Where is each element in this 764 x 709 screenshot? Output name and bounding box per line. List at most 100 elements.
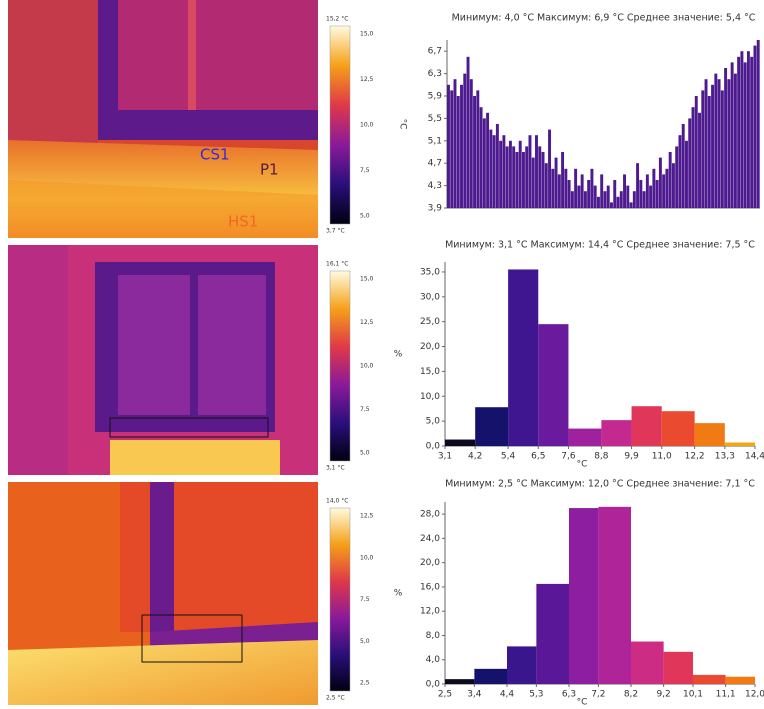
- y-tick-label: 25,0: [420, 317, 440, 327]
- y-tick-label: 3,9: [428, 204, 443, 214]
- bar: [675, 146, 679, 208]
- bar: [561, 152, 565, 208]
- scale-max: 14,0 °C: [326, 498, 348, 505]
- bar: [740, 51, 744, 209]
- color-scale: [329, 25, 351, 225]
- bar: [528, 135, 532, 208]
- x-tick-label: 12,0: [745, 690, 764, 700]
- bar: [525, 146, 529, 208]
- x-tick-label: 2,5: [438, 690, 452, 700]
- bar: [456, 96, 460, 208]
- bar: [447, 84, 450, 208]
- bar: [649, 185, 653, 208]
- bar: [714, 73, 718, 208]
- y-tick-label: 0,0: [426, 680, 441, 690]
- y-tick-label: 35,0: [420, 267, 440, 277]
- x-tick-label: 8,8: [594, 452, 609, 462]
- bar: [613, 180, 617, 208]
- scale-min: 2,5 °C: [326, 695, 345, 702]
- y-axis-label: %: [394, 350, 403, 360]
- bar: [733, 73, 737, 208]
- bar: [593, 185, 597, 208]
- histogram-bar: [694, 423, 725, 446]
- bar: [583, 191, 587, 208]
- bar: [665, 168, 669, 208]
- bar: [479, 107, 483, 208]
- bar: [570, 191, 574, 208]
- bar: [750, 56, 754, 208]
- y-tick-label: 5,1: [428, 136, 442, 146]
- y-tick-label: 6,3: [428, 69, 442, 79]
- y-tick-label: 15,0: [420, 367, 440, 377]
- x-axis-label: °C: [577, 460, 588, 470]
- bar: [645, 174, 649, 208]
- bar: [541, 152, 545, 208]
- bar: [548, 129, 552, 208]
- bar: [652, 168, 656, 208]
- histogram-bar: [693, 674, 726, 684]
- bar: [505, 146, 509, 208]
- histogram-bar: [601, 420, 632, 446]
- bar: [655, 180, 659, 208]
- y-tick-label: 4,7: [428, 159, 442, 169]
- color-scale: [329, 507, 351, 692]
- scale-tick-label: 10,0: [360, 554, 374, 561]
- x-tick-label: 11,0: [652, 452, 672, 462]
- bar: [482, 118, 486, 208]
- bar: [606, 185, 610, 208]
- bar: [711, 84, 715, 208]
- bar: [717, 79, 721, 208]
- bar: [489, 129, 493, 208]
- y-tick-label: 5,5: [428, 114, 442, 124]
- x-tick-label: 14,4: [745, 452, 764, 462]
- bar: [632, 191, 636, 208]
- marker-label: P1: [260, 161, 279, 179]
- bar: [551, 168, 555, 208]
- thermal-image: [8, 0, 318, 238]
- scale-tick-label: 2,5: [360, 680, 370, 687]
- scale-tick-label: 5,0: [360, 450, 370, 457]
- bar: [619, 191, 623, 208]
- bar: [574, 168, 578, 208]
- bar: [518, 140, 522, 208]
- histogram-bar: [663, 651, 693, 684]
- histogram-bar: [569, 508, 599, 684]
- bar: [460, 84, 463, 208]
- histogram-bar: [475, 407, 509, 446]
- y-tick-label: 20,0: [420, 558, 440, 568]
- bar: [704, 79, 708, 208]
- y-tick-label: 0,0: [426, 442, 441, 452]
- scale-tick-label: 10,0: [360, 363, 374, 370]
- bar: [668, 152, 672, 208]
- scale-min: 3,7 °C: [326, 228, 345, 235]
- scale-min: 3,1 °C: [326, 465, 345, 472]
- bar: [746, 51, 750, 209]
- bar: [580, 174, 584, 208]
- x-axis-label: °C: [577, 698, 588, 708]
- bar: [502, 135, 506, 208]
- bar: [685, 140, 688, 208]
- bar: [577, 185, 581, 208]
- bar: [753, 45, 757, 208]
- bar: [508, 140, 512, 208]
- scale-tick-label: 12,5: [360, 319, 374, 326]
- bar: [626, 185, 630, 208]
- histogram-bar: [474, 668, 507, 684]
- histogram-bar: [725, 676, 755, 684]
- scale-tick-label: 15,0: [360, 276, 374, 283]
- color-scale: [329, 270, 351, 462]
- bar: [636, 163, 640, 208]
- bar: [671, 163, 675, 208]
- bar: [453, 79, 457, 208]
- bar: [639, 180, 643, 208]
- scale-tick-label: 12,5: [360, 76, 374, 83]
- bar: [466, 56, 470, 208]
- bar: [616, 196, 620, 208]
- bar: [538, 146, 542, 208]
- x-tick-label: 4,4: [500, 690, 515, 700]
- y-tick-label: 4,0: [426, 655, 441, 665]
- bar: [535, 135, 538, 208]
- bar: [564, 168, 568, 208]
